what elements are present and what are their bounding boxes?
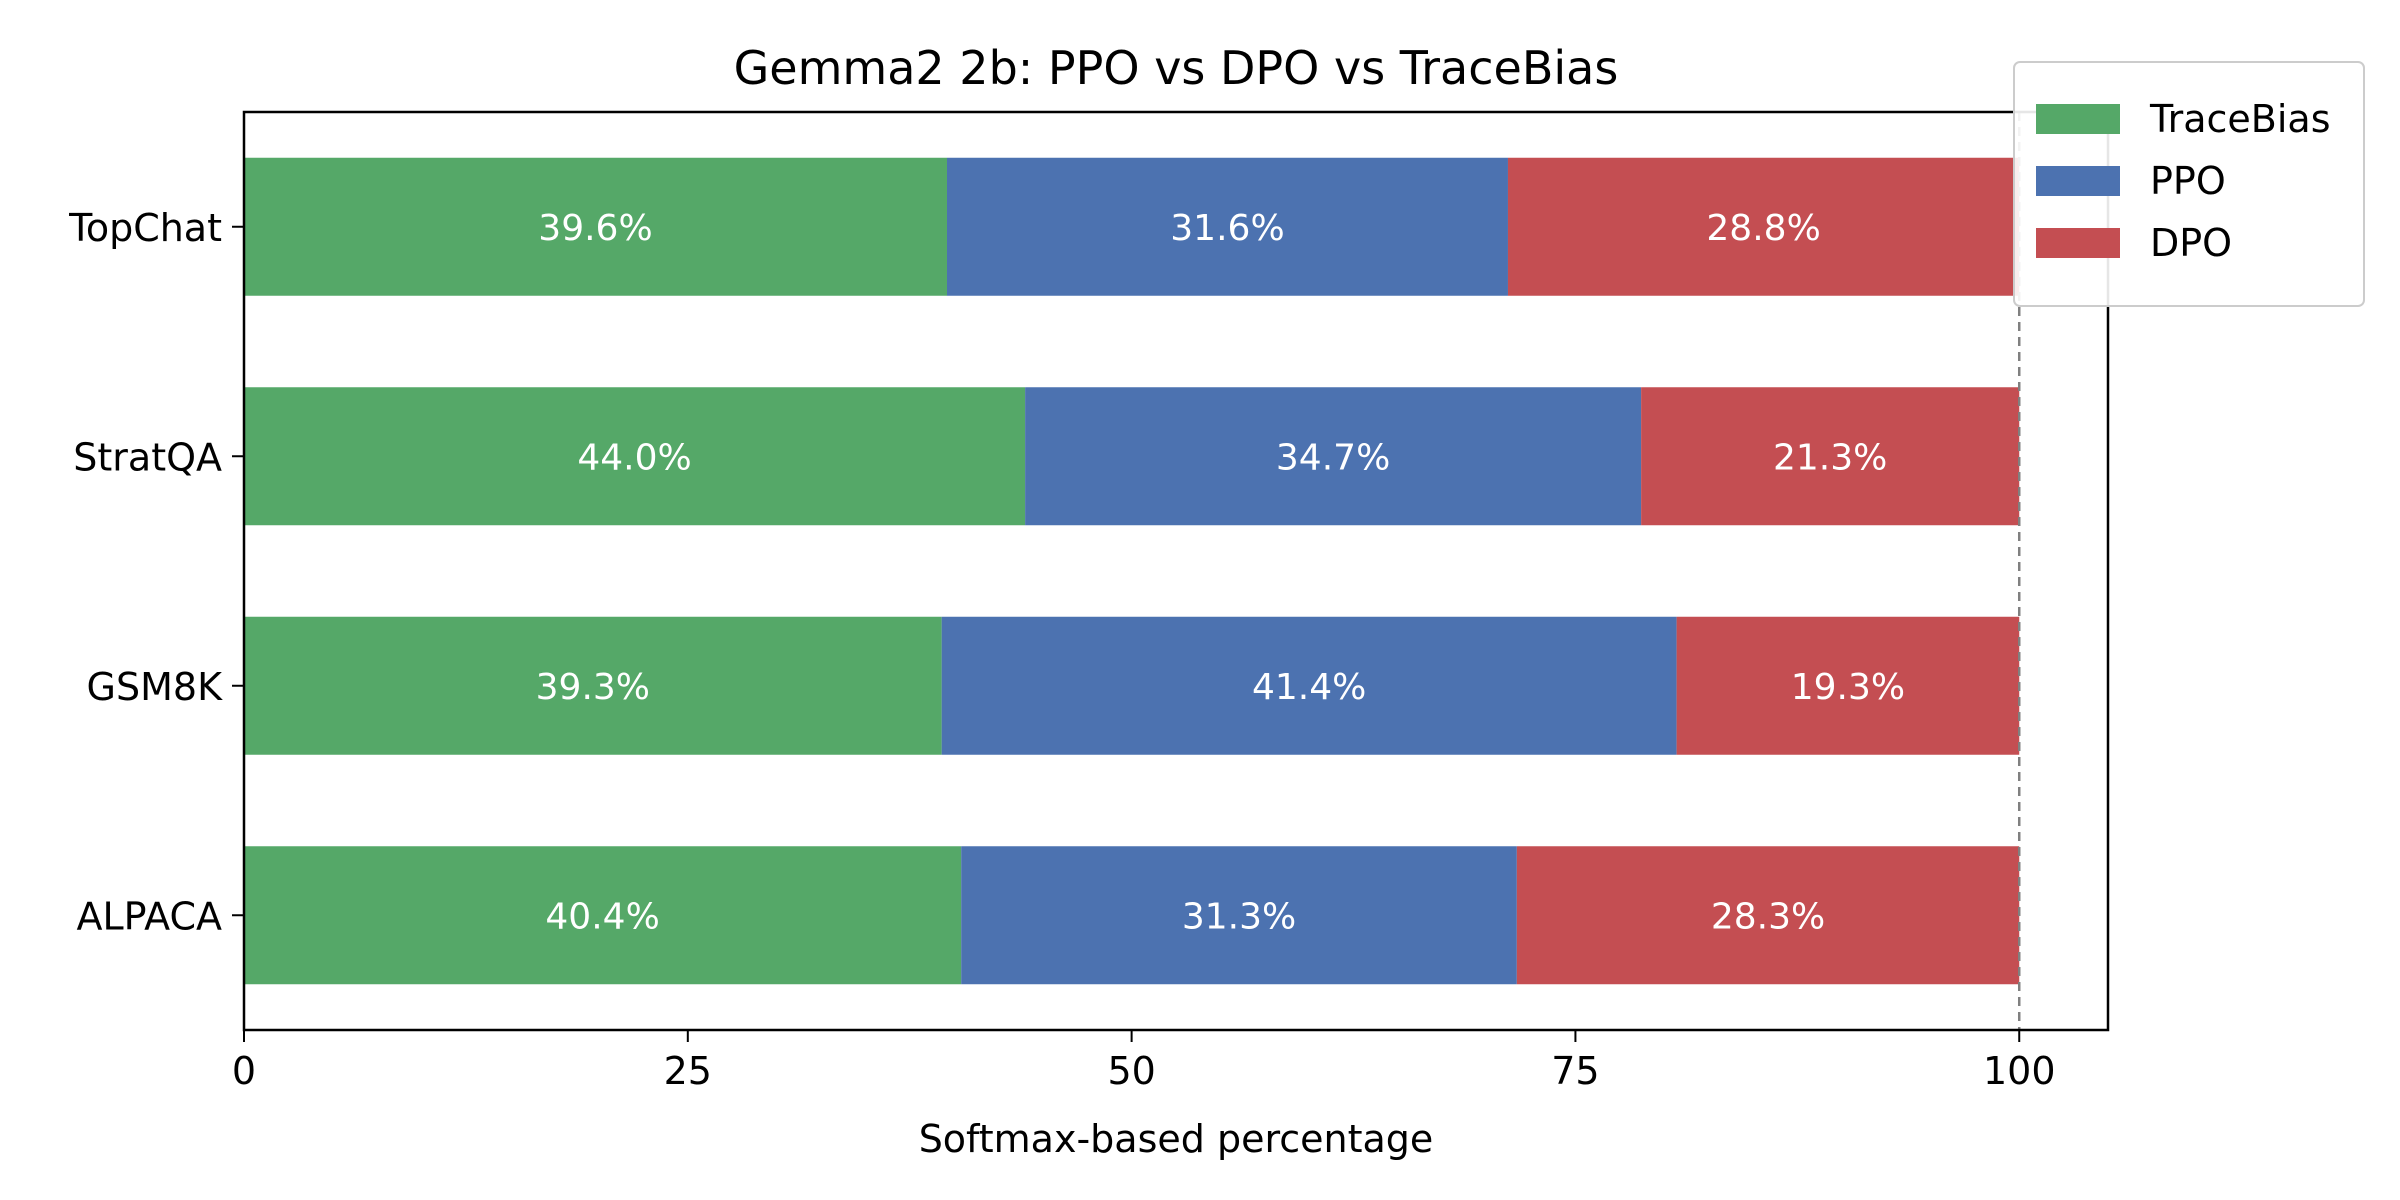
- x-tick-label: 100: [1983, 1049, 2056, 1093]
- bar-ppo-gsm8k: [941, 616, 1677, 755]
- data-label: 41.4%: [1252, 667, 1366, 708]
- legend-swatch-dpo: [2036, 228, 2120, 258]
- bar-dpo-alpaca: [1516, 846, 2020, 985]
- y-tick-label: ALPACA: [76, 894, 222, 938]
- x-axis: 0 25 50 75 100: [232, 1030, 2056, 1093]
- legend-swatch-ppo: [2036, 166, 2120, 196]
- data-label: 21.3%: [1773, 437, 1887, 478]
- bars-group: 39.6% 31.6% 28.8% 44.0% 34.7% 21.3% 39.3% 41.4%…: [244, 157, 2020, 985]
- data-label: 44.0%: [577, 437, 691, 478]
- x-axis-label: Softmax-based percentage: [919, 1117, 1434, 1161]
- x-tick-label: 50: [1107, 1049, 1155, 1093]
- legend: TraceBias PPO DPO: [2013, 61, 2365, 307]
- bar-dpo-gsm8k: [1676, 616, 2020, 755]
- bar-tracebias-gsm8k: [244, 616, 942, 755]
- y-axis: TopChat StratQA GSM8K ALPACA: [68, 206, 244, 938]
- legend-swatch-tracebias: [2036, 104, 2120, 134]
- bar-tracebias-stratqa: [244, 387, 1026, 526]
- bar-ppo-stratqa: [1025, 387, 1642, 526]
- y-tick-label: GSM8K: [87, 665, 224, 709]
- x-tick-label: 75: [1551, 1049, 1599, 1093]
- bar-tracebias-topchat: [244, 157, 947, 296]
- y-tick-label: TopChat: [68, 206, 222, 250]
- legend-label-ppo: PPO: [2150, 159, 2226, 203]
- bar-ppo-topchat: [946, 157, 1508, 296]
- data-label: 39.6%: [538, 208, 652, 249]
- legend-label-tracebias: TraceBias: [2149, 97, 2331, 141]
- x-tick-label: 0: [232, 1049, 256, 1093]
- bar-dpo-stratqa: [1641, 387, 2020, 526]
- data-label: 40.4%: [545, 896, 659, 937]
- data-label: 28.8%: [1706, 208, 1820, 249]
- bar-dpo-topchat: [1507, 157, 2020, 296]
- data-label: 31.3%: [1182, 896, 1296, 937]
- bar-tracebias-alpaca: [244, 846, 962, 985]
- data-label: 39.3%: [536, 667, 650, 708]
- chart-title: Gemma2 2b: PPO vs DPO vs TraceBias: [734, 41, 1619, 95]
- data-label: 19.3%: [1791, 667, 1905, 708]
- bar-ppo-alpaca: [961, 846, 1517, 985]
- legend-label-dpo: DPO: [2150, 221, 2232, 265]
- data-label: 28.3%: [1711, 896, 1825, 937]
- data-label: 34.7%: [1276, 437, 1390, 478]
- plot-frame: [242, 110, 2110, 1032]
- y-tick-label: StratQA: [73, 435, 222, 479]
- data-label: 31.6%: [1170, 208, 1284, 249]
- x-tick-label: 25: [664, 1049, 712, 1093]
